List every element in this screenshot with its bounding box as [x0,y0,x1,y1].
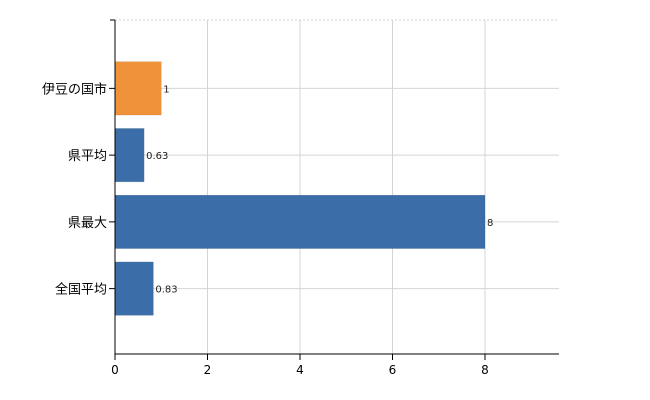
bar [114,61,162,116]
gridlines [114,19,559,354]
x-tick-label: 4 [296,363,304,377]
x-tick-label: 2 [204,363,212,377]
category-label: 県最大 [68,216,107,231]
data-label: 0.63 [146,151,168,162]
bar [114,128,145,183]
bar [114,194,486,249]
bar [114,261,154,316]
data-label: 8 [487,218,493,229]
x-tick-label: 0 [111,363,119,377]
bars: 1 0.63 8 0.83 [114,61,493,316]
x-tick-label: 6 [389,363,397,377]
category-label: 県平均 [68,149,107,164]
category-label: 全国平均 [55,282,107,298]
category-label: 伊豆の国市 [42,81,107,97]
x-tick-label: 8 [481,363,489,377]
data-label: 0.83 [155,285,177,296]
data-label: 1 [163,84,169,95]
